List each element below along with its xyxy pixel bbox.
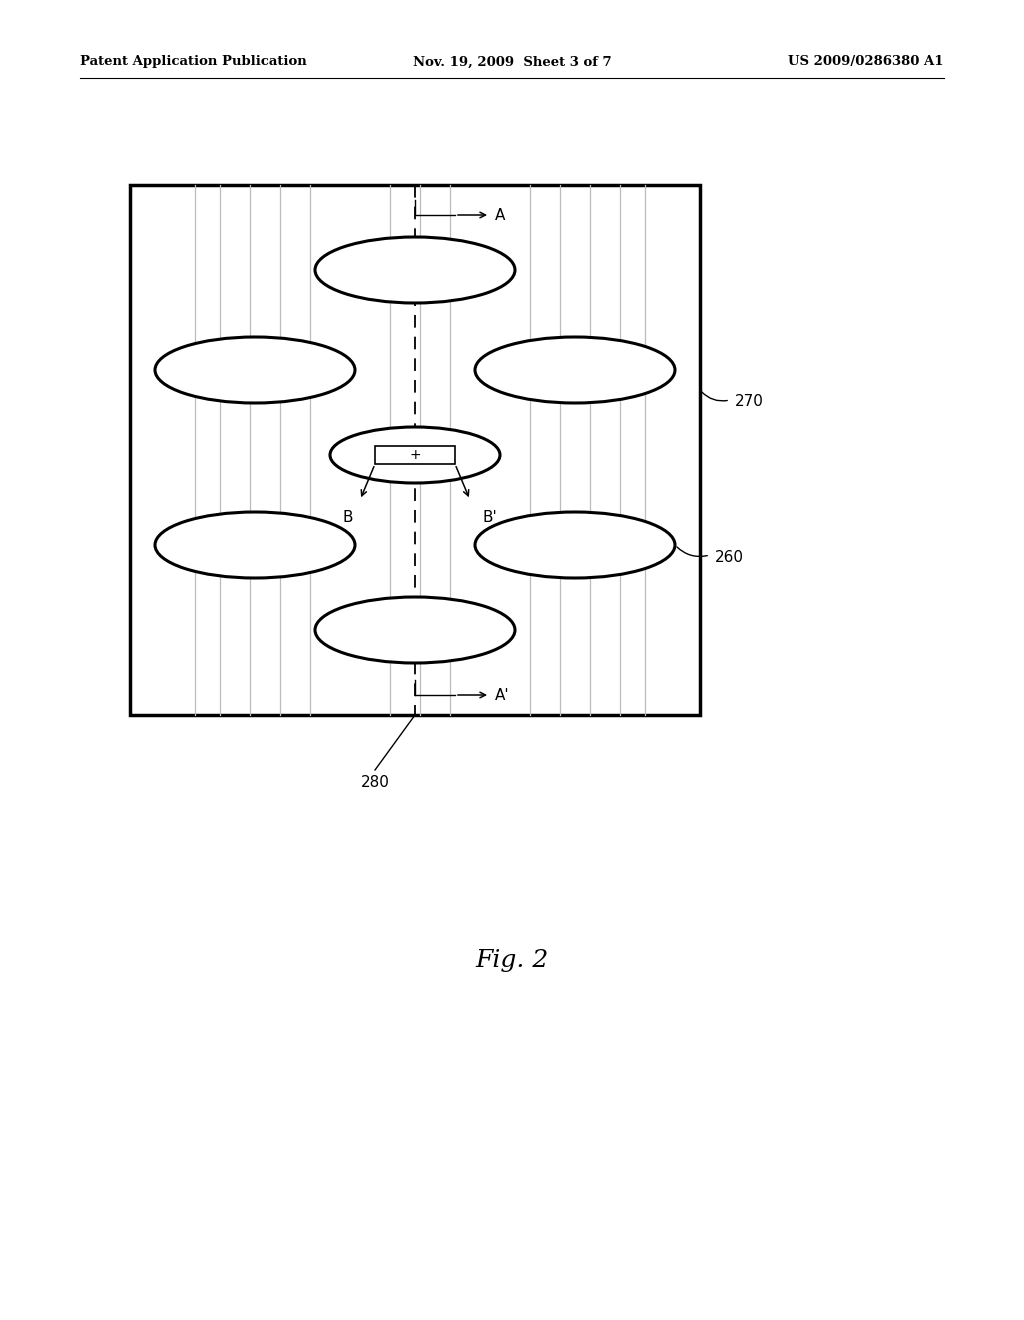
Bar xyxy=(130,185,700,715)
Text: Patent Application Publication: Patent Application Publication xyxy=(80,55,307,69)
Text: A': A' xyxy=(495,688,510,702)
Ellipse shape xyxy=(315,597,515,663)
Bar xyxy=(375,446,455,465)
Text: B': B' xyxy=(482,510,497,525)
Ellipse shape xyxy=(155,337,355,403)
Ellipse shape xyxy=(475,337,675,403)
Text: Fig. 2: Fig. 2 xyxy=(475,949,549,972)
Text: B: B xyxy=(343,510,353,525)
Text: 260: 260 xyxy=(715,549,744,565)
Text: US 2009/0286380 A1: US 2009/0286380 A1 xyxy=(788,55,944,69)
Text: Nov. 19, 2009  Sheet 3 of 7: Nov. 19, 2009 Sheet 3 of 7 xyxy=(413,55,611,69)
Text: 270: 270 xyxy=(735,395,764,409)
Text: 280: 280 xyxy=(360,775,389,789)
Text: +: + xyxy=(410,447,421,462)
Text: A: A xyxy=(495,207,506,223)
Ellipse shape xyxy=(330,426,500,483)
Ellipse shape xyxy=(475,512,675,578)
Ellipse shape xyxy=(155,512,355,578)
Ellipse shape xyxy=(315,238,515,304)
